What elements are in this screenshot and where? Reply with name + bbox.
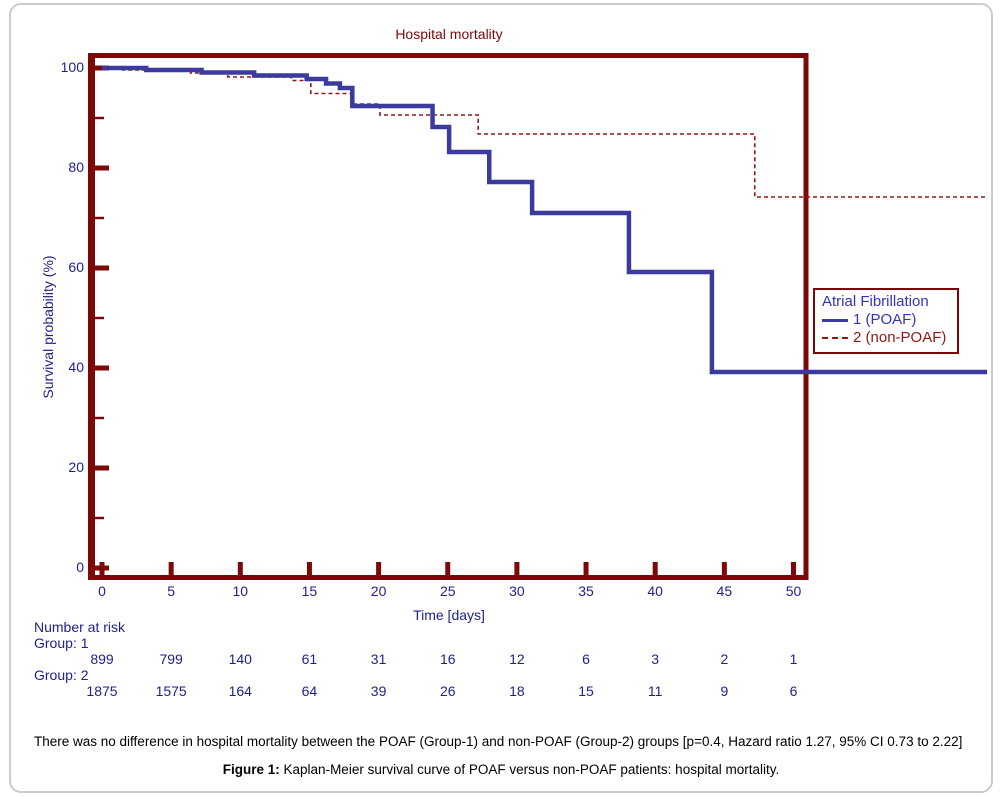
figure-caption: Figure 1: Kaplan-Meier survival curve of… <box>0 762 1002 777</box>
y-tick-label: 80 <box>68 159 84 175</box>
risk-value: 18 <box>509 682 525 699</box>
risk-value: 26 <box>439 682 456 699</box>
x-tick-label: 35 <box>578 583 594 599</box>
legend-item: 2 (non-POAF) <box>822 329 953 347</box>
km-curve-poaf <box>102 65 988 375</box>
legend-box: Atrial Fibrillation 1 (POAF) 2 (non-POAF) <box>813 288 959 354</box>
risk-value: 1875 <box>86 682 118 699</box>
y-tick-label: 60 <box>68 259 84 275</box>
risk-value: 64 <box>301 682 318 699</box>
legend-item-label: 1 (POAF) <box>853 311 917 328</box>
risk-table-heading: Number at risk <box>34 619 126 635</box>
risk-value: 6 <box>789 682 798 699</box>
risk-group-label: Group: 2 <box>34 666 89 683</box>
y-tick-label: 40 <box>68 359 84 375</box>
legend-title: Atrial Fibrillation <box>822 293 929 310</box>
solid-line-swatch-icon <box>822 318 848 322</box>
x-tick-label: 45 <box>716 583 733 599</box>
y-tick-label: 20 <box>68 459 84 475</box>
risk-value: 3 <box>651 651 660 667</box>
x-tick-label: 20 <box>370 583 387 599</box>
risk-value: 39 <box>370 682 387 699</box>
y-tick-label: 100 <box>60 59 84 75</box>
x-tick-label: 50 <box>785 583 802 599</box>
km-curve-non-poaf <box>102 67 988 198</box>
figure-caption-text: Kaplan-Meier survival curve of POAF vers… <box>279 762 780 777</box>
risk-value: 1575 <box>155 682 187 699</box>
x-axis-label: Time [days] <box>413 607 485 623</box>
risk-value: 1 <box>789 651 798 667</box>
risk-value: 31 <box>370 651 387 667</box>
risk-value: 16 <box>439 651 456 667</box>
legend-item-label: 2 (non-POAF) <box>853 329 947 346</box>
x-tick-label: 5 <box>167 583 176 599</box>
risk-value: 799 <box>159 651 183 667</box>
dashed-line-swatch-icon <box>822 337 848 339</box>
risk-value: 6 <box>582 651 590 667</box>
legend-item: 1 (POAF) <box>822 311 953 329</box>
x-tick-label: 10 <box>232 583 249 599</box>
x-tick-label: 0 <box>98 583 106 599</box>
legend-items: 1 (POAF) 2 (non-POAF) <box>822 311 953 347</box>
risk-value: 12 <box>509 651 525 667</box>
risk-value: 11 <box>647 682 663 699</box>
risk-value: 899 <box>90 651 114 667</box>
risk-value: 61 <box>301 651 318 667</box>
x-tick-label: 30 <box>509 583 525 599</box>
risk-value: 140 <box>228 651 252 667</box>
y-tick-label: 0 <box>76 559 84 575</box>
x-tick-label: 15 <box>301 583 318 599</box>
risk-group-label: Group: 1 <box>34 635 89 651</box>
caption-text: There was no difference in hospital mort… <box>34 734 963 749</box>
risk-value: 2 <box>720 651 729 667</box>
chart-title: Hospital mortality <box>395 26 503 42</box>
figure-caption-label: Figure 1: <box>222 762 280 777</box>
x-tick-label: 25 <box>439 583 456 599</box>
risk-value: 164 <box>228 682 252 699</box>
y-axis-label: Survival probability (%) <box>40 255 56 399</box>
risk-value: 9 <box>720 682 729 699</box>
x-tick-label: 40 <box>647 583 663 599</box>
risk-value: 15 <box>578 682 594 699</box>
